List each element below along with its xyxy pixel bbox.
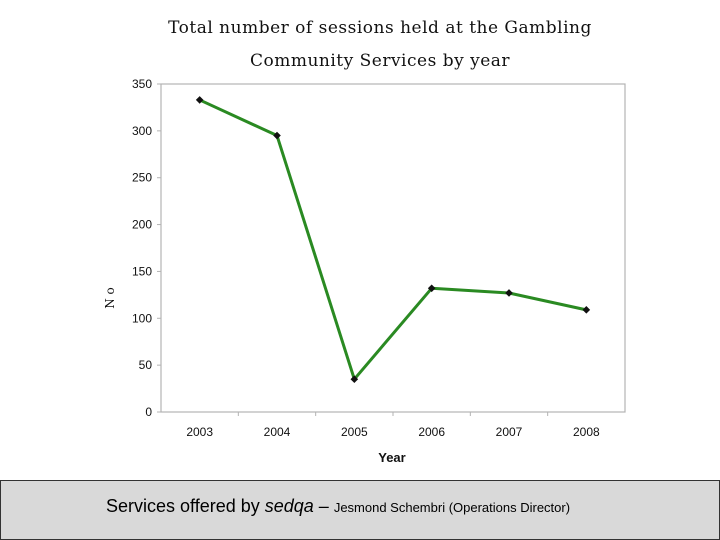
x-tick-label: 2007 <box>496 425 523 439</box>
data-point <box>582 306 591 314</box>
data-point <box>505 289 513 297</box>
y-tick-label: 0 <box>145 405 152 419</box>
footer-dash: – <box>313 496 334 516</box>
x-tick-label: 2008 <box>573 425 600 439</box>
y-tick-label: 350 <box>132 77 152 91</box>
y-axis-title: N o <box>103 287 117 309</box>
series-line-group <box>199 98 587 381</box>
footer-main-text: Services offered by <box>106 496 265 516</box>
y-tick-label: 50 <box>139 358 153 372</box>
x-axis-title: Year <box>378 450 405 465</box>
x-tick-label: 2006 <box>418 425 445 439</box>
x-tick-label: 2004 <box>264 425 291 439</box>
chart-title-line-1: Total number of sessions held at the Gam… <box>168 18 592 38</box>
y-tick-label: 100 <box>132 311 152 325</box>
marker-group <box>195 96 591 383</box>
y-tick-label: 200 <box>132 218 152 232</box>
data-point <box>427 284 436 293</box>
data-point <box>350 375 359 383</box>
plot-area <box>160 83 626 413</box>
footer-author-text: Jesmond Schembri (Operations Director) <box>333 500 571 515</box>
series-line <box>199 98 587 381</box>
x-tick-label: 2003 <box>186 425 213 439</box>
footer-brand-text: sedqa <box>264 496 314 516</box>
y-tick-label: 250 <box>132 171 152 185</box>
data-point <box>195 96 204 104</box>
x-tick-label: 2005 <box>341 425 368 439</box>
y-tick-label: 300 <box>132 124 152 138</box>
chart-title-line-2: Community Services by year <box>249 51 511 71</box>
data-point <box>273 131 281 140</box>
x-axis: 2003 2004 2005 2006 2007 2008 <box>186 412 600 439</box>
y-axis: 0 50 100 150 200 250 300 350 <box>132 77 161 419</box>
plot-border <box>160 83 626 413</box>
footer-bar: Services offered by sedqa – Jesmond Sche… <box>0 480 720 540</box>
footer-caption: Services offered by sedqa – Jesmond Sche… <box>106 496 570 517</box>
y-tick-label: 150 <box>132 264 152 278</box>
